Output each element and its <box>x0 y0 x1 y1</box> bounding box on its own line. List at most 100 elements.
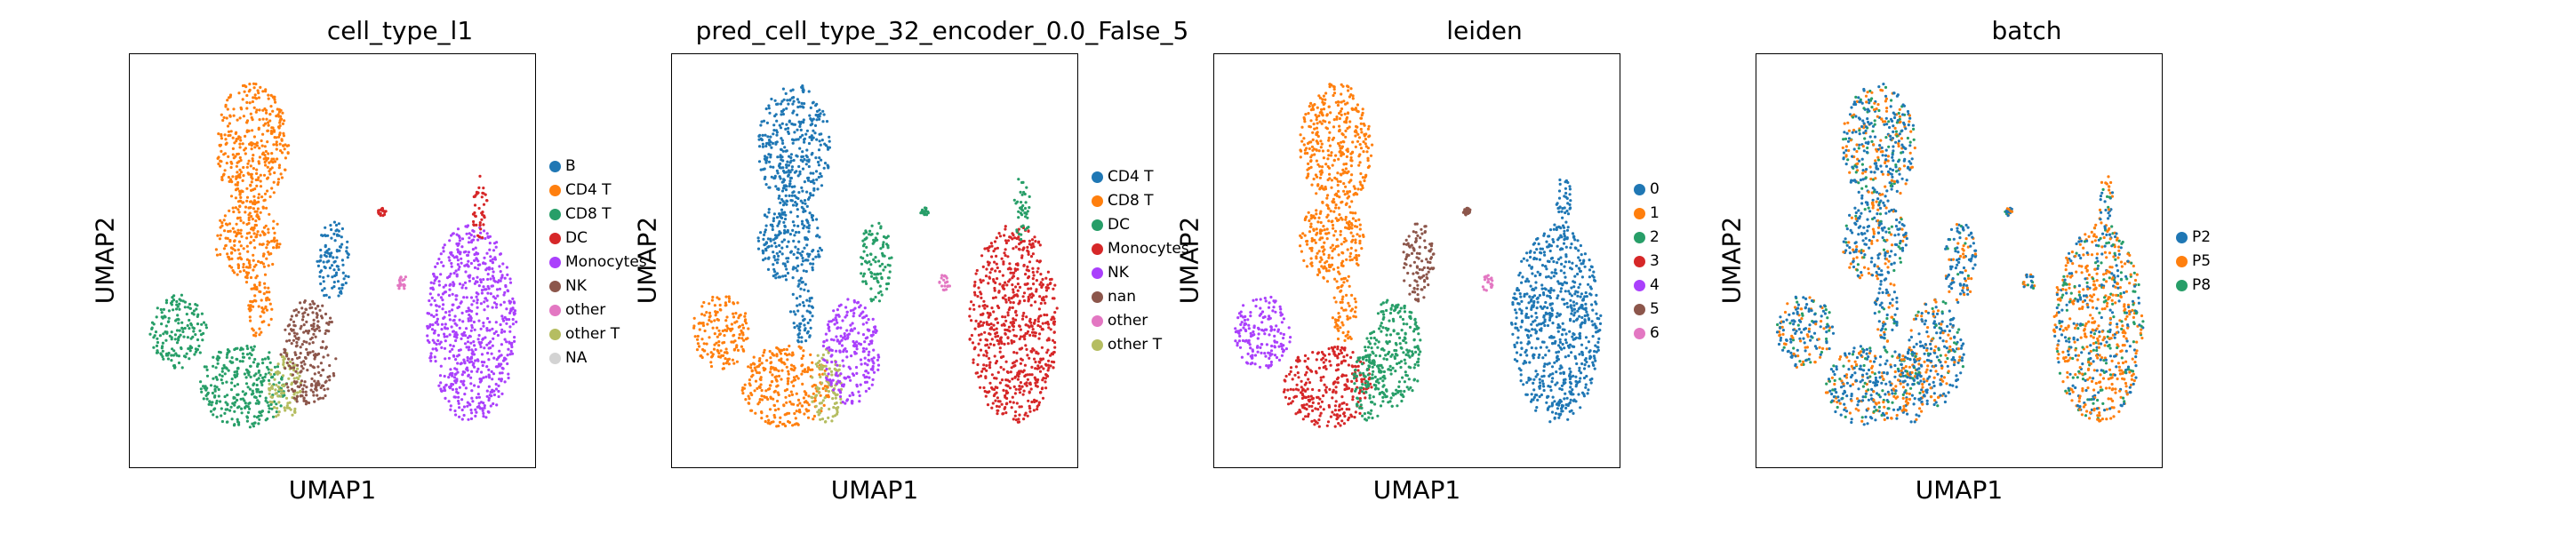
scatter-point <box>869 263 873 266</box>
scatter-point <box>1001 274 1004 277</box>
scatter-point <box>216 362 220 365</box>
scatter-point <box>1356 132 1360 136</box>
scatter-point <box>477 402 481 405</box>
scatter-point <box>268 302 272 306</box>
scatter-point <box>1351 94 1355 98</box>
scatter-point <box>1018 391 1022 394</box>
scatter-point <box>763 348 766 352</box>
scatter-point <box>278 142 282 146</box>
scatter-point <box>714 314 717 317</box>
scatter-point <box>836 408 839 412</box>
scatter-point <box>292 338 295 342</box>
scatter-point <box>1358 143 1362 147</box>
scatter-point <box>259 185 263 188</box>
scatter-point <box>698 345 701 348</box>
scatter-point <box>782 403 786 407</box>
scatter-point <box>452 303 455 306</box>
scatter-point <box>868 343 871 346</box>
scatter-point <box>244 85 248 89</box>
scatter-point <box>787 372 790 376</box>
scatter-point <box>489 346 492 350</box>
scatter-point <box>995 254 998 258</box>
scatter-point <box>1033 321 1036 324</box>
scatter-point <box>796 215 799 219</box>
scatter-point <box>254 331 258 335</box>
scatter-point <box>316 320 320 323</box>
scatter-point <box>437 258 441 261</box>
chart-title: pred_cell_type_32_encoder_0.0_False_5 <box>695 16 1189 45</box>
scatter-point <box>466 359 469 362</box>
scatter-point <box>818 402 821 405</box>
scatter-point <box>762 259 765 262</box>
scatter-point <box>773 416 777 419</box>
scatter-point <box>300 318 305 322</box>
scatter-point <box>302 360 306 363</box>
scatter-point <box>767 186 771 189</box>
scatter-point <box>1036 317 1040 321</box>
scatter-point <box>855 371 859 375</box>
scatter-point <box>792 139 796 142</box>
scatter-point <box>258 283 261 287</box>
scatter-point <box>869 339 873 343</box>
scatter-point <box>205 397 209 401</box>
scatter-point <box>436 322 440 326</box>
scatter-point <box>979 313 983 316</box>
scatter-point <box>178 302 181 306</box>
scatter-point <box>454 338 458 343</box>
scatter-point <box>433 329 436 332</box>
scatter-point <box>487 368 491 371</box>
scatter-point <box>1308 105 1311 108</box>
scatter-point <box>811 268 814 272</box>
scatter-point <box>1346 101 1349 105</box>
scatter-point <box>1325 114 1329 117</box>
scatter-point <box>788 310 793 314</box>
scatter-point <box>462 405 466 409</box>
scatter-point <box>328 363 332 368</box>
scatter-point <box>1024 323 1028 327</box>
scatter-point <box>797 332 801 336</box>
scatter-point <box>289 408 292 411</box>
scatter-point <box>237 135 241 139</box>
scatter-point <box>775 235 779 239</box>
scatter-point <box>260 243 264 246</box>
scatter-point <box>188 318 191 322</box>
scatter-point <box>835 335 838 338</box>
scatter-point <box>1015 359 1019 362</box>
scatter-point <box>246 370 250 375</box>
scatter-point <box>278 121 282 124</box>
scatter-point <box>796 309 800 313</box>
cluster <box>247 281 274 338</box>
scatter-point <box>821 120 825 123</box>
scatter-point <box>192 309 196 313</box>
scatter-point <box>784 194 788 197</box>
scatter-point <box>233 410 236 413</box>
scatter-point <box>796 208 799 211</box>
scatter-point <box>250 115 253 119</box>
scatter-point <box>220 370 224 373</box>
scatter-point <box>245 345 249 348</box>
scatter-point <box>796 224 800 228</box>
scatter-point <box>795 410 798 413</box>
scatter-point <box>767 257 771 260</box>
scatter-point <box>796 377 800 380</box>
scatter-point <box>766 387 770 391</box>
scatter-point <box>731 358 734 362</box>
scatter-point <box>761 142 764 146</box>
scatter-point <box>467 373 470 377</box>
scatter-point <box>254 83 258 86</box>
scatter-point <box>469 376 473 379</box>
scatter-point <box>336 280 340 283</box>
cluster <box>821 298 881 405</box>
scatter-point <box>468 335 472 338</box>
scatter-point <box>790 380 794 384</box>
scatter-point <box>234 155 237 158</box>
scatter-point <box>861 316 865 320</box>
scatter-point <box>820 381 824 385</box>
scatter-point <box>258 243 261 246</box>
scatter-point <box>310 327 314 330</box>
scatter-point <box>788 353 791 356</box>
scatter-point <box>994 247 997 251</box>
scatter-point <box>713 319 716 322</box>
scatter-point <box>835 412 839 416</box>
scatter-point <box>1008 379 1012 383</box>
